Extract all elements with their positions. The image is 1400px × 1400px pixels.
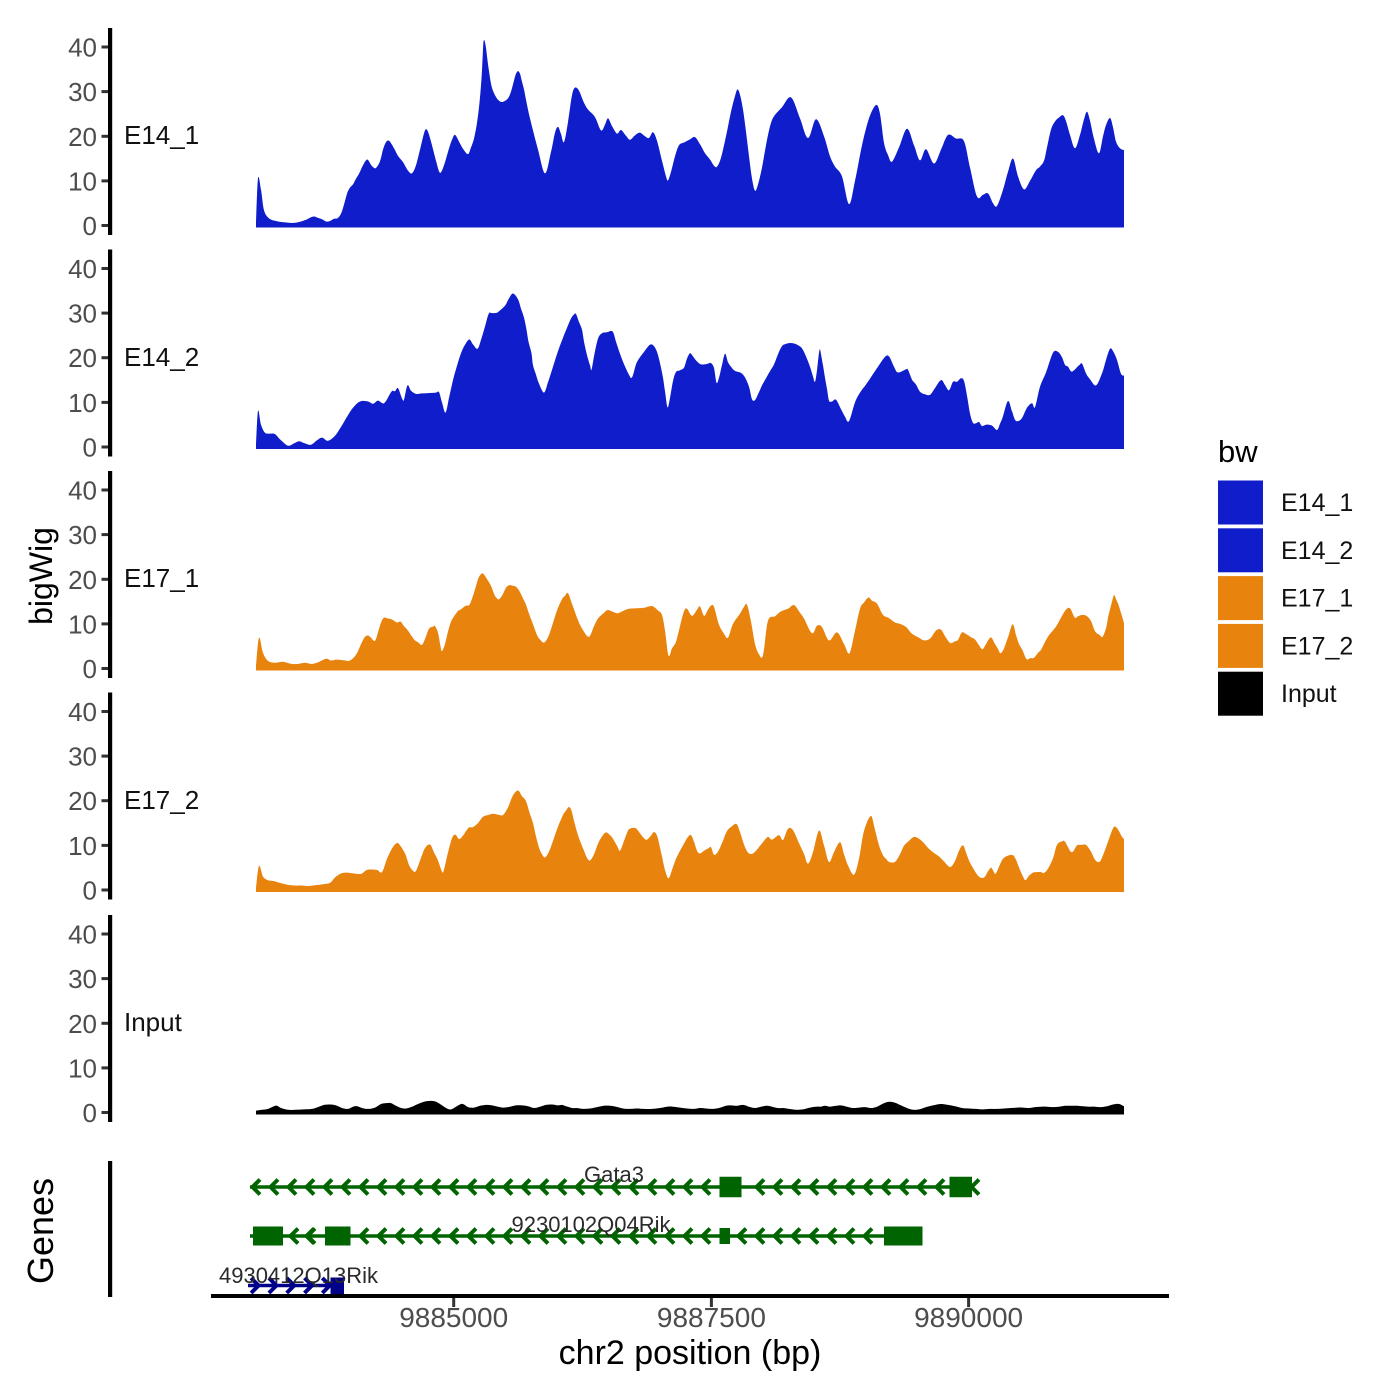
svg-text:30: 30 (68, 299, 97, 329)
svg-text:40: 40 (68, 920, 97, 950)
svg-text:9885000: 9885000 (399, 1302, 508, 1333)
svg-text:10: 10 (68, 609, 97, 639)
svg-text:9890000: 9890000 (914, 1302, 1023, 1333)
svg-text:Input: Input (1281, 680, 1337, 708)
svg-text:10: 10 (68, 831, 97, 861)
svg-text:30: 30 (68, 520, 97, 550)
svg-text:Genes: Genes (20, 1178, 61, 1284)
svg-text:20: 20 (68, 122, 97, 152)
svg-text:E14_1: E14_1 (124, 120, 199, 150)
svg-text:9887500: 9887500 (657, 1302, 766, 1333)
svg-text:0: 0 (83, 876, 97, 906)
svg-text:bw: bw (1218, 434, 1258, 469)
svg-text:E17_2: E17_2 (124, 785, 199, 815)
svg-text:10: 10 (68, 1053, 97, 1083)
svg-text:30: 30 (68, 964, 97, 994)
svg-text:Input: Input (124, 1007, 183, 1037)
svg-text:40: 40 (68, 476, 97, 506)
svg-text:0: 0 (83, 433, 97, 463)
svg-text:E14_2: E14_2 (1281, 537, 1353, 565)
svg-text:10: 10 (68, 166, 97, 196)
svg-text:Gata3: Gata3 (584, 1162, 644, 1187)
svg-text:E17_1: E17_1 (124, 563, 199, 593)
svg-text:30: 30 (68, 77, 97, 107)
svg-text:E14_2: E14_2 (124, 342, 199, 372)
svg-text:bigWig: bigWig (23, 527, 59, 625)
svg-text:40: 40 (68, 254, 97, 284)
svg-text:20: 20 (68, 343, 97, 373)
svg-text:0: 0 (83, 654, 97, 684)
svg-text:4930412Q13Rik: 4930412Q13Rik (219, 1263, 379, 1288)
svg-text:40: 40 (68, 697, 97, 727)
svg-text:chr2 position (bp): chr2 position (bp) (559, 1334, 822, 1372)
svg-text:E17_2: E17_2 (1281, 632, 1353, 660)
svg-text:20: 20 (68, 565, 97, 595)
svg-text:40: 40 (68, 33, 97, 63)
svg-text:E17_1: E17_1 (1281, 585, 1353, 613)
svg-text:20: 20 (68, 786, 97, 816)
svg-text:0: 0 (83, 1098, 97, 1128)
svg-text:E14_1: E14_1 (1281, 489, 1353, 517)
svg-text:0: 0 (83, 211, 97, 241)
svg-text:30: 30 (68, 742, 97, 772)
svg-text:9230102Q04Rik: 9230102Q04Rik (511, 1212, 671, 1237)
svg-text:20: 20 (68, 1009, 97, 1039)
svg-text:10: 10 (68, 388, 97, 418)
